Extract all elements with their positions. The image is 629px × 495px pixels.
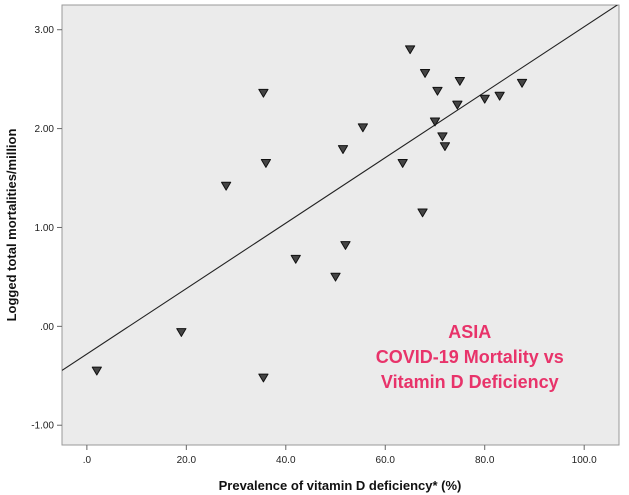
y-tick-label: -1.00	[31, 421, 54, 432]
fit-line	[62, 5, 619, 371]
data-point	[357, 123, 368, 133]
data-point	[337, 145, 349, 154]
annotation-line: ASIA	[448, 322, 491, 342]
data-point	[290, 254, 301, 264]
x-tick-label: 60.0	[376, 455, 396, 466]
data-point	[417, 208, 428, 218]
data-point	[397, 159, 408, 168]
data-point	[439, 142, 451, 152]
y-tick-label: 2.00	[35, 124, 55, 135]
data-point	[221, 181, 232, 191]
data-point	[516, 78, 528, 88]
x-axis-title: Prevalence of vitamin D deficiency* (%)	[219, 478, 462, 493]
data-point	[494, 91, 505, 101]
y-tick-label: 1.00	[35, 223, 55, 234]
plot-area	[61, 4, 620, 446]
data-point	[260, 159, 272, 168]
data-point	[258, 373, 269, 383]
data-point	[176, 328, 187, 337]
data-point	[437, 132, 448, 142]
annotation-line: Vitamin D Deficiency	[381, 372, 559, 392]
data-point	[432, 86, 443, 96]
data-point	[340, 241, 351, 250]
data-point	[429, 117, 441, 127]
x-tick-label: 80.0	[475, 455, 495, 466]
annotation-line: COVID-19 Mortality vs	[376, 347, 564, 367]
y-tick-label: .00	[40, 322, 54, 333]
data-point	[405, 45, 416, 55]
data-point	[419, 69, 431, 78]
data-point	[454, 76, 465, 86]
data-point	[91, 366, 102, 376]
data-point	[452, 100, 463, 110]
x-tick-label: 20.0	[177, 455, 197, 466]
x-tick-label: 100.0	[572, 455, 597, 466]
y-axis-title: Logged total mortalities/million	[4, 129, 19, 322]
y-tick-label: 3.00	[35, 25, 55, 36]
data-point	[330, 272, 341, 282]
data-point	[479, 94, 490, 104]
x-tick-label: .0	[83, 455, 92, 466]
data-point	[258, 88, 269, 98]
x-tick-label: 40.0	[276, 455, 296, 466]
